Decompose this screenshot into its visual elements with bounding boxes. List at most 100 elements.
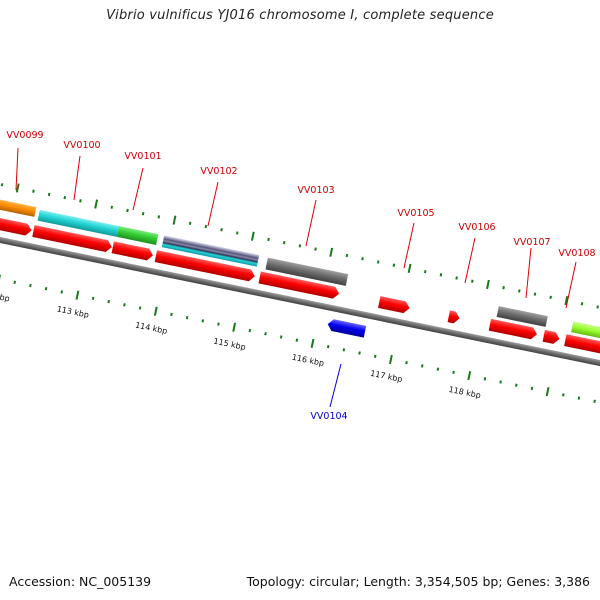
ruler-label: 113 kbp	[56, 304, 90, 319]
ruler-tick	[153, 306, 158, 316]
outer-tick	[188, 221, 192, 226]
outer-tick	[455, 276, 458, 280]
ruler-tick	[91, 296, 95, 301]
outer-tick	[361, 257, 364, 261]
outer-tick	[486, 279, 490, 290]
ruler-tick	[405, 361, 408, 365]
callout-line-reverse	[329, 363, 342, 408]
ruler-tick	[389, 354, 393, 365]
ruler-tick	[138, 306, 142, 310]
outer-tick	[94, 199, 99, 209]
gene-arrow-forward[interactable]	[111, 241, 155, 261]
feature-bar-green[interactable]	[116, 226, 159, 245]
outer-tick	[596, 305, 599, 309]
gene-label[interactable]: VV0100	[63, 140, 100, 151]
feature-bar-striped[interactable]	[161, 235, 260, 267]
ruler-tick-row	[0, 274, 596, 403]
page-title: Vibrio vulnificus YJ016 chromosome I, co…	[106, 8, 494, 23]
feature-lane-upper	[0, 190, 600, 345]
gene-arrow-forward[interactable]	[488, 318, 538, 340]
gene-arrow-forward[interactable]	[32, 225, 113, 253]
gene-arrow-forward[interactable]	[154, 250, 256, 282]
outer-tick	[502, 286, 505, 290]
reverse-gene-lane	[327, 318, 367, 338]
gene-label[interactable]: VV0101	[124, 151, 161, 162]
feature-bar-orange[interactable]	[0, 190, 37, 217]
ruler-tick	[373, 354, 377, 358]
ruler-tick	[201, 319, 205, 323]
ruler-tick	[185, 315, 189, 320]
outer-tick	[549, 295, 552, 300]
outer-tick	[439, 273, 443, 277]
feature-bar-cyan[interactable]	[37, 209, 120, 237]
outer-tick	[314, 247, 317, 251]
ruler-tick	[44, 287, 48, 291]
gene-label[interactable]: VV0106	[458, 222, 495, 233]
callout-line	[565, 261, 577, 309]
feature-bar-lime[interactable]	[571, 321, 600, 345]
gene-arrow-forward[interactable]	[564, 334, 600, 361]
sequence-backbone	[0, 222, 600, 385]
ruler-tick	[170, 312, 173, 317]
callout-line	[73, 155, 81, 201]
ruler-tick	[467, 370, 472, 381]
callout-line	[207, 181, 219, 227]
gene-arrow-forward[interactable]	[542, 329, 561, 345]
gene-arrow-forward[interactable]	[447, 310, 461, 324]
outer-tick	[407, 263, 412, 274]
ruler-tick	[342, 348, 346, 352]
callout-line	[305, 199, 317, 247]
ruler-tick	[248, 328, 252, 333]
gene-callout-lines	[15, 147, 577, 408]
ruler-label: 112 kbp	[0, 288, 10, 303]
ruler-tick	[295, 338, 299, 342]
ruler-labels: 112 kbp 113 kbp 114 kbp 115 kbp 116 kbp …	[0, 288, 482, 400]
ruler-tick	[452, 370, 455, 375]
feature-bar-grey-2[interactable]	[496, 306, 548, 327]
outer-tick	[533, 292, 537, 296]
outer-tick	[141, 212, 145, 216]
gene-label[interactable]: VV0103	[297, 185, 334, 196]
callout-line	[132, 167, 144, 211]
gene-label[interactable]: VV0105	[397, 208, 434, 219]
ruler-tick	[436, 367, 440, 371]
ruler-tick	[593, 399, 596, 403]
outer-tick	[79, 199, 82, 203]
gene-arrow-forward[interactable]	[258, 271, 341, 300]
outer-tick	[282, 240, 286, 245]
outer-tick	[204, 224, 208, 229]
gene-label-reverse[interactable]: VV0104	[310, 411, 347, 422]
outer-tick	[15, 183, 20, 193]
feature-bar-grey-1[interactable]	[265, 257, 349, 286]
map-rotated-group: 112 kbp 113 kbp 114 kbp 115 kbp 116 kbp …	[0, 183, 600, 403]
gene-label[interactable]: VV0107	[513, 237, 550, 248]
ruler-tick	[123, 303, 126, 307]
outer-tick	[518, 289, 521, 293]
ruler-tick	[13, 280, 17, 284]
ruler-tick	[232, 322, 237, 332]
gene-arrow-reverse[interactable]	[327, 318, 367, 338]
gene-label[interactable]: VV0099	[6, 130, 43, 141]
ruler-tick	[264, 332, 267, 336]
gene-arrow-forward[interactable]	[0, 208, 33, 236]
outer-tick	[250, 231, 255, 241]
outer-tick	[126, 208, 129, 213]
outer-tick	[32, 189, 35, 193]
outer-tick	[329, 247, 334, 257]
accession-text: Accession: NC_005139	[9, 574, 152, 589]
gene-label[interactable]: VV0108	[558, 248, 595, 259]
outer-tick	[345, 253, 349, 258]
gene-label[interactable]: VV0102	[200, 166, 237, 177]
ruler-tick	[514, 383, 518, 387]
ruler-tick	[279, 335, 283, 339]
outer-tick	[220, 228, 223, 232]
outer-tick	[471, 279, 474, 283]
ruler-tick	[499, 380, 502, 384]
ruler-tick	[483, 377, 487, 381]
ruler-tick	[60, 290, 64, 294]
ruler-tick	[217, 322, 220, 326]
gene-arrow-forward[interactable]	[378, 296, 411, 314]
callout-line	[403, 222, 415, 269]
